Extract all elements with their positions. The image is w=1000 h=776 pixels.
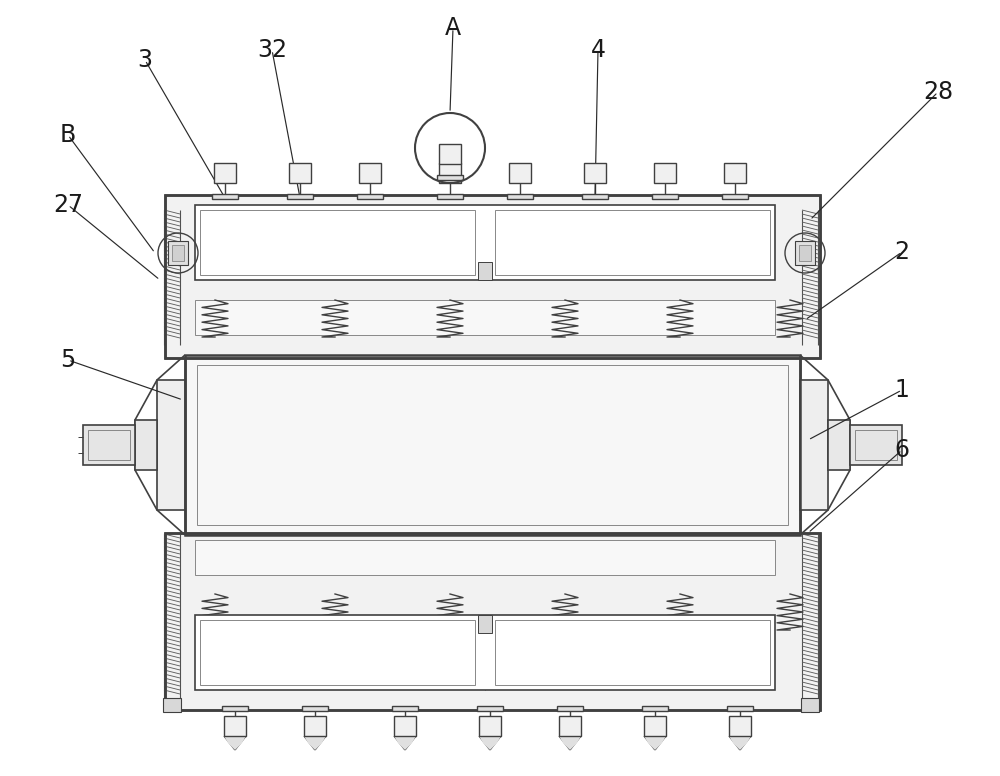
Bar bbox=[287, 194, 313, 199]
Text: 1: 1 bbox=[895, 378, 909, 402]
Bar bbox=[200, 620, 475, 685]
Bar bbox=[855, 430, 897, 460]
Text: A: A bbox=[445, 16, 461, 40]
Bar bbox=[197, 365, 788, 525]
Bar bbox=[495, 620, 770, 685]
Bar bbox=[437, 175, 463, 180]
Text: 4: 4 bbox=[590, 38, 606, 62]
Text: 32: 32 bbox=[257, 38, 287, 62]
Bar bbox=[289, 163, 311, 183]
Bar bbox=[200, 210, 475, 275]
Bar bbox=[477, 706, 503, 711]
Bar bbox=[582, 194, 608, 199]
Bar bbox=[185, 355, 800, 535]
Polygon shape bbox=[729, 736, 751, 750]
Bar bbox=[168, 241, 188, 265]
Bar bbox=[212, 194, 238, 199]
Polygon shape bbox=[644, 736, 666, 750]
Bar bbox=[437, 194, 463, 199]
Bar bbox=[304, 716, 326, 736]
Bar bbox=[185, 355, 800, 535]
Bar bbox=[195, 615, 775, 690]
Bar bbox=[507, 194, 533, 199]
Bar bbox=[172, 245, 184, 261]
Bar bbox=[165, 533, 820, 710]
Bar bbox=[478, 615, 492, 633]
Bar bbox=[83, 425, 135, 465]
Bar bbox=[392, 706, 418, 711]
Bar bbox=[724, 163, 746, 183]
Bar bbox=[165, 195, 820, 358]
Bar bbox=[800, 380, 828, 510]
Bar bbox=[644, 716, 666, 736]
Bar bbox=[224, 716, 246, 736]
Text: 3: 3 bbox=[138, 48, 152, 72]
Polygon shape bbox=[559, 736, 581, 750]
Polygon shape bbox=[394, 736, 416, 750]
Bar bbox=[652, 194, 678, 199]
Bar bbox=[729, 716, 751, 736]
Text: 28: 28 bbox=[923, 80, 953, 104]
Bar bbox=[642, 706, 668, 711]
Bar bbox=[850, 425, 902, 465]
Bar bbox=[727, 706, 753, 711]
Bar bbox=[157, 380, 185, 510]
Bar bbox=[195, 300, 775, 335]
Bar bbox=[163, 698, 181, 712]
Bar bbox=[799, 245, 811, 261]
Bar bbox=[357, 194, 383, 199]
Bar bbox=[495, 210, 770, 275]
Bar bbox=[302, 706, 328, 711]
Bar bbox=[557, 706, 583, 711]
Bar bbox=[195, 540, 775, 575]
Bar bbox=[559, 716, 581, 736]
Bar bbox=[394, 716, 416, 736]
Bar bbox=[88, 430, 130, 460]
Bar bbox=[509, 163, 531, 183]
Bar bbox=[439, 144, 461, 164]
Bar bbox=[795, 241, 815, 265]
Bar bbox=[801, 698, 819, 712]
Bar bbox=[165, 533, 820, 710]
Bar bbox=[828, 420, 850, 470]
Text: B: B bbox=[60, 123, 76, 147]
Bar bbox=[722, 194, 748, 199]
Bar bbox=[165, 195, 820, 358]
Text: 2: 2 bbox=[895, 240, 910, 264]
Bar bbox=[214, 163, 236, 183]
Bar bbox=[195, 205, 775, 280]
Bar bbox=[222, 706, 248, 711]
Polygon shape bbox=[304, 736, 326, 750]
Text: 5: 5 bbox=[60, 348, 76, 372]
Bar bbox=[584, 163, 606, 183]
Polygon shape bbox=[479, 736, 501, 750]
Bar bbox=[478, 262, 492, 280]
Bar bbox=[439, 163, 461, 183]
Text: 27: 27 bbox=[53, 193, 83, 217]
Bar bbox=[135, 420, 157, 470]
Polygon shape bbox=[224, 736, 246, 750]
Bar bbox=[654, 163, 676, 183]
Bar bbox=[359, 163, 381, 183]
Bar bbox=[479, 716, 501, 736]
Text: 6: 6 bbox=[895, 438, 910, 462]
